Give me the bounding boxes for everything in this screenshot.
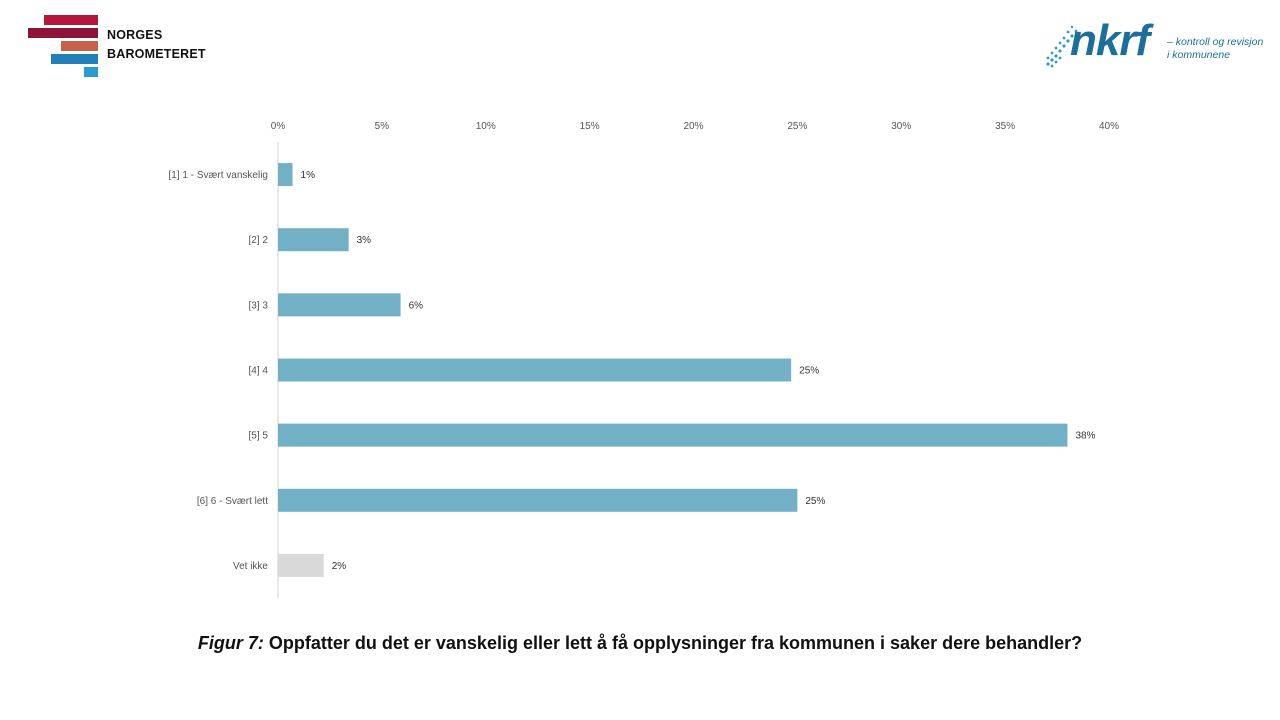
data-labels: 1% 3% 6% 25% 38% 25% 2% — [301, 170, 1096, 572]
data-label: 3% — [357, 235, 372, 246]
logo-stripe — [44, 15, 98, 25]
bar-chart: 0% 5% 10% 15% 20% 25% 30% 35% 40% [1] 1 - Svært … — [169, 121, 1119, 598]
x-tick-label: 25% — [787, 121, 807, 132]
x-tick-label: 35% — [995, 121, 1015, 132]
norges-barometeret-logo-mark — [28, 15, 98, 77]
category-label: [4] 4 — [249, 366, 269, 377]
logo-stripe — [51, 54, 98, 64]
x-tick-label: 0% — [271, 121, 286, 132]
category-labels: [1] 1 - Svært vanskelig [2] 2 [3] 3 [4] 4 [5… — [169, 170, 269, 572]
x-tick-label: 5% — [375, 121, 390, 132]
category-label: [5] 5 — [249, 431, 269, 442]
logo-stripe — [84, 67, 98, 77]
data-label: 25% — [805, 496, 825, 507]
category-label: [6] 6 - Svært lett — [197, 496, 268, 507]
figure-caption-text: Oppfatter du det er vanskelig eller lett… — [268, 633, 1083, 653]
bar — [278, 358, 792, 382]
nkrf-tagline: – kontroll og revisjon i kommunene — [1167, 36, 1263, 62]
data-label: 6% — [409, 300, 424, 311]
category-label: [2] 2 — [249, 235, 269, 246]
nkrf-logo: nkrf – kontroll og revisjon i kommunene — [1040, 16, 1270, 74]
x-tick-label: 15% — [580, 121, 600, 132]
category-label: [1] 1 - Svært vanskelig — [169, 170, 268, 181]
data-label: 38% — [1075, 431, 1095, 442]
x-tick-label: 10% — [476, 121, 496, 132]
nkrf-tagline-line1: – kontroll og revisjon — [1167, 36, 1264, 48]
x-tick-label: 40% — [1099, 121, 1119, 132]
logo-text-line2: BAROMETERET — [107, 47, 206, 61]
figure-caption-prefix: Figur 7: — [197, 633, 264, 653]
bar — [278, 553, 324, 577]
nkrf-tagline-line2: i kommunene — [1167, 49, 1231, 61]
nkrf-dots-icon — [1046, 25, 1078, 68]
x-tick-label: 30% — [891, 121, 911, 132]
bar — [278, 228, 349, 252]
data-label: 2% — [332, 561, 347, 572]
bar — [278, 423, 1068, 447]
logo-text-line1: NORGES — [107, 28, 163, 42]
bars — [278, 163, 1068, 577]
nkrf-wordmark: nkrf — [1070, 16, 1150, 65]
bar — [278, 488, 798, 512]
category-label: [3] 3 — [249, 300, 269, 311]
category-label: Vet ikke — [233, 561, 268, 572]
bar — [278, 293, 401, 317]
logo-text: NORGES BAROMETERET — [107, 26, 206, 64]
logo-stripe — [61, 41, 98, 51]
figure-caption: Figur 7: Oppfatter du det er vanskelig e… — [0, 633, 1280, 654]
data-label: 25% — [799, 366, 819, 377]
data-label: 1% — [301, 170, 316, 181]
x-tick-label: 20% — [683, 121, 703, 132]
bar — [278, 163, 293, 187]
logo-stripe — [28, 28, 98, 38]
x-axis-ticks: 0% 5% 10% 15% 20% 25% 30% 35% 40% — [271, 121, 1119, 132]
norges-barometeret-logo: NORGES BAROMETERET — [0, 0, 230, 90]
